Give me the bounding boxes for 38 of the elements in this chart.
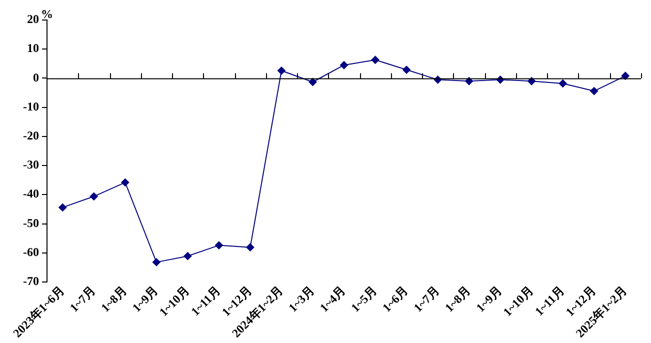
x-tick-label: 1~5月 xyxy=(348,283,380,315)
x-tick-label: 1~7月 xyxy=(410,283,442,315)
y-tick-label: -50 xyxy=(22,216,39,230)
y-tick-label: 10 xyxy=(26,41,39,56)
y-axis-title: % xyxy=(40,7,53,21)
x-tick-label: 1~6月 xyxy=(380,283,411,315)
y-tick-label: -40 xyxy=(22,186,39,201)
point xyxy=(371,56,380,64)
y-tick-label: -10 xyxy=(22,99,39,114)
point xyxy=(152,258,160,266)
x-tick-label: 1~3月 xyxy=(286,283,318,315)
point xyxy=(184,252,192,260)
x-tick-label: 1~9月 xyxy=(129,283,161,315)
point xyxy=(90,192,98,200)
y-tick-label: -60 xyxy=(22,244,39,259)
point xyxy=(402,66,411,74)
x-tick-label: 1~8月 xyxy=(442,283,474,315)
point xyxy=(528,77,536,86)
x-tick-label: 1~9月 xyxy=(473,283,505,315)
y-tick-label: -20 xyxy=(22,128,39,143)
y-tick-label: -70 xyxy=(22,274,39,288)
point xyxy=(246,243,254,252)
point xyxy=(58,203,67,212)
point xyxy=(590,87,598,96)
point xyxy=(558,79,567,88)
y-tick-label: 0 xyxy=(32,70,39,84)
point xyxy=(214,241,223,250)
point xyxy=(465,77,474,86)
y-tick-label: 20 xyxy=(26,12,39,26)
y-tick-label: -30 xyxy=(22,158,39,172)
point xyxy=(277,66,286,75)
x-tick-label: 1~8月 xyxy=(98,283,130,315)
point xyxy=(340,61,348,70)
x-tick-label: 1~7月 xyxy=(66,283,98,315)
point xyxy=(308,78,317,86)
point xyxy=(121,178,130,186)
x-tick-label: 1~4月 xyxy=(317,283,348,315)
point xyxy=(621,72,630,80)
